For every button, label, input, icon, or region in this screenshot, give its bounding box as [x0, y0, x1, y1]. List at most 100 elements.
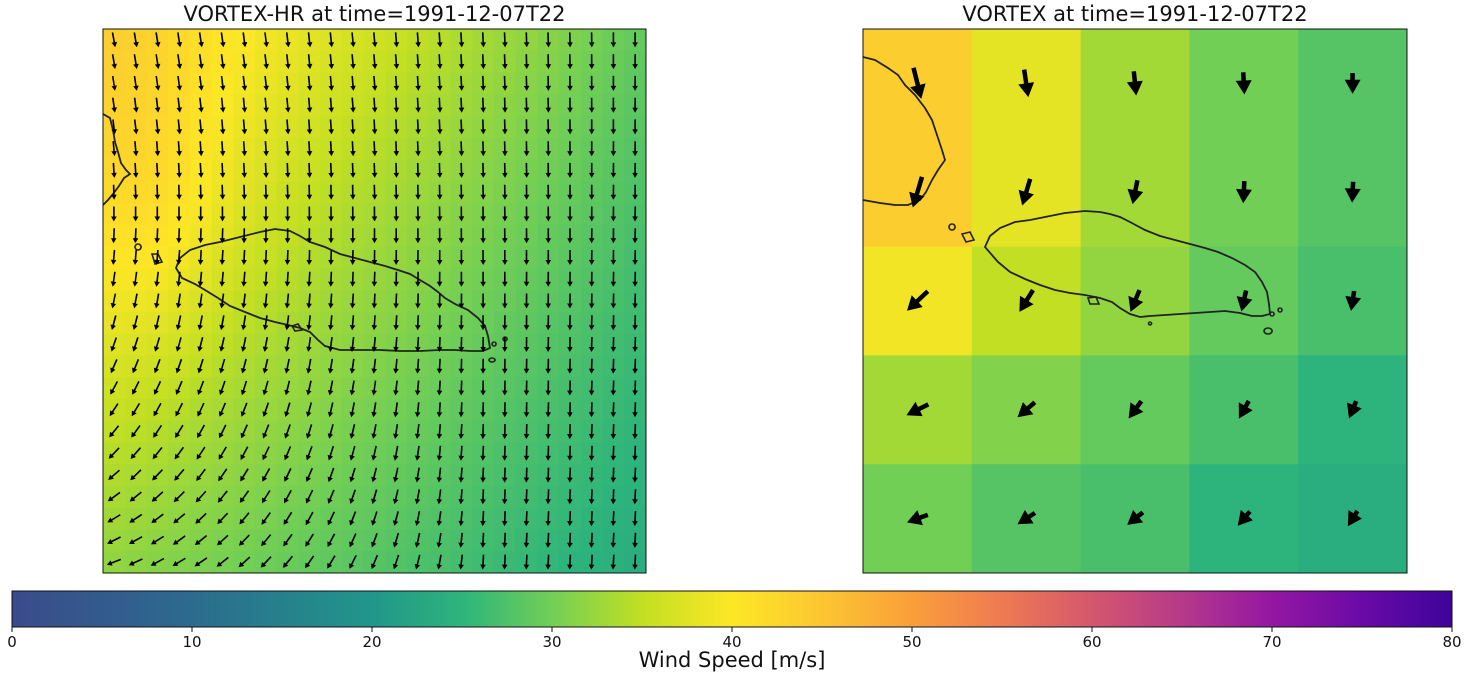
left-wind-arrow: [523, 554, 530, 570]
left-wind-arrow: [284, 271, 291, 287]
left-wind-arrow: [153, 402, 162, 417]
left-wind-arrow: [284, 228, 291, 244]
right-wind-arrow: [1344, 181, 1361, 203]
left-wind-arrow: [371, 489, 378, 504]
left-wind-arrow: [371, 554, 379, 570]
left-wind-arrow: [110, 271, 117, 287]
left-wind-arrow: [523, 489, 530, 505]
left-wind-arrow: [632, 184, 638, 200]
left-wind-arrow: [349, 511, 357, 526]
left-wind-arrow: [588, 184, 595, 200]
left-wind-arrow: [350, 97, 356, 113]
left-wind-arrow: [458, 75, 465, 91]
left-wind-arrow: [415, 315, 421, 331]
left-wind-arrow: [437, 32, 443, 48]
left-wind-arrow: [436, 380, 443, 396]
left-wind-arrow: [436, 489, 443, 505]
left-wind-arrow: [371, 184, 378, 200]
left-wind-arrow: [111, 162, 117, 178]
left-wind-arrow: [567, 119, 573, 135]
left-wind-arrow: [107, 491, 121, 502]
left-wind-arrow: [349, 315, 356, 331]
left-wind-arrow: [393, 54, 400, 70]
left-wind-arrow: [545, 489, 551, 505]
right-wind-arrow: [1018, 178, 1034, 206]
left-wind-arrow: [392, 511, 399, 526]
right-wind-arrow: [1127, 509, 1145, 525]
left-wind-arrow: [480, 75, 486, 91]
left-wind-arrow: [241, 271, 247, 287]
left-wind-arrow: [241, 228, 247, 244]
left-wind-arrow: [349, 467, 356, 483]
left-wind-arrow: [458, 293, 465, 309]
left-wind-arrow: [218, 468, 228, 482]
left-wind-arrow: [480, 489, 486, 505]
left-wind-arrow: [108, 447, 120, 459]
left-wind-arrow: [262, 358, 269, 374]
left-wind-arrow: [545, 271, 551, 287]
left-wind-arrow: [458, 119, 465, 135]
left-wind-arrow: [632, 358, 638, 374]
left-wind-arrow: [436, 250, 443, 265]
left-wind-arrow: [632, 337, 638, 352]
left-wind-arrow: [262, 380, 269, 396]
left-wind-arrow: [306, 206, 313, 222]
left-wind-arrow: [328, 32, 335, 48]
left-wind-arrow: [241, 293, 247, 309]
left-wind-arrow: [458, 489, 464, 505]
left-wind-arrow: [262, 315, 269, 331]
left-wind-arrow: [436, 184, 443, 200]
left-wind-arrow: [110, 249, 117, 265]
left-wind-arrow: [632, 141, 638, 157]
left-wind-arrow: [567, 445, 573, 461]
left-wind-arrow: [154, 141, 161, 157]
left-wind-arrow: [175, 358, 183, 374]
left-wind-arrow: [545, 75, 552, 91]
left-wind-arrow: [567, 184, 573, 200]
right-wind-arrow: [910, 67, 926, 99]
left-wind-arrow: [241, 206, 247, 222]
left-wind-arrow: [393, 467, 399, 483]
left-wind-arrow: [436, 293, 443, 309]
left-wind-arrow: [263, 97, 269, 113]
right-wind-arrow: [1237, 509, 1253, 526]
left-wind-arrow: [284, 337, 290, 352]
left-wind-arrow: [284, 315, 291, 331]
left-wind-arrow: [436, 511, 443, 526]
right-wind-arrow: [1128, 399, 1144, 419]
left-wind-arrow: [588, 97, 595, 113]
left-wind-arrow: [393, 162, 400, 178]
left-wind-arrow: [610, 75, 617, 91]
left-wind-arrow: [436, 532, 442, 548]
left-wind-arrow: [327, 402, 334, 418]
left-wind-arrow: [176, 119, 183, 135]
left-wind-arrow: [327, 467, 335, 483]
left-wind-arrow: [610, 97, 617, 113]
left-wind-arrow: [349, 555, 357, 569]
left-wind-arrow: [328, 250, 334, 265]
left-wind-arrow: [480, 445, 486, 461]
left-wind-arrow: [588, 380, 595, 396]
left-wind-arrow: [327, 511, 335, 526]
right-wind-arrow: [1019, 288, 1035, 312]
left-wind-arrow: [111, 206, 117, 222]
left-wind-arrow: [110, 359, 118, 374]
left-wind-arrow: [415, 206, 421, 222]
left-wind-arrow: [567, 554, 573, 570]
left-wind-arrow: [198, 32, 204, 48]
left-wind-arrow: [195, 512, 207, 524]
left-wind-arrow: [610, 380, 617, 396]
left-wind-arrow: [458, 228, 465, 244]
left-wind-arrow: [220, 54, 226, 70]
left-wind-arrow: [176, 271, 182, 287]
left-wind-arrow: [523, 358, 530, 374]
left-wind-arrow: [218, 424, 227, 439]
left-wind-arrow: [588, 445, 595, 461]
left-wind-arrow: [285, 32, 291, 48]
left-wind-arrow: [545, 554, 551, 570]
left-wind-arrow: [111, 228, 117, 244]
left-wind-arrow: [154, 293, 160, 309]
left-wind-arrow: [392, 532, 400, 548]
left-wind-arrow: [523, 445, 530, 461]
left-wind-arrow: [328, 228, 334, 244]
